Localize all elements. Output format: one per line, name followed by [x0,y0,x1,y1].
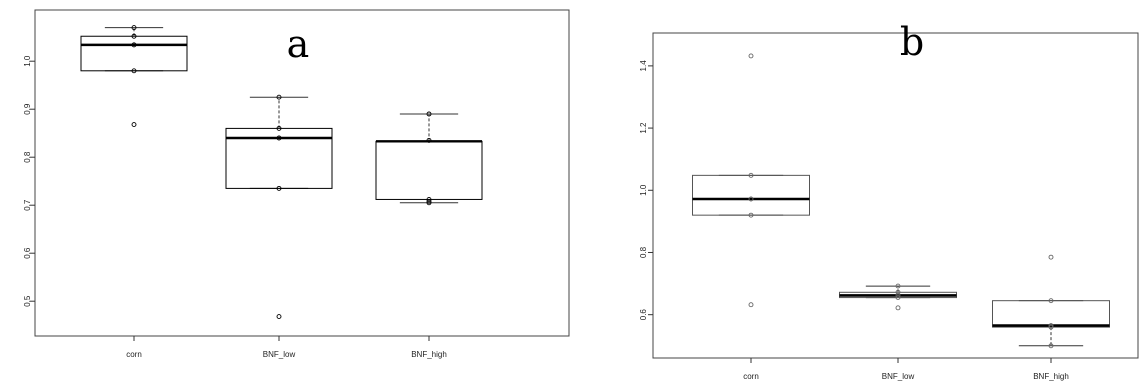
x-tick-label: corn [126,350,142,359]
data-point [748,302,754,308]
box-iqr [225,127,333,189]
y-tick-label: 1.0 [23,55,32,67]
y-tick-label: 1.2 [639,122,648,134]
chart-panel-b: b 0.6 0.8 1.0 1.2 1.4 corn BNF_low BNF_high [639,20,1139,381]
data-point [131,122,137,128]
data-point [276,125,282,131]
y-tick-label: 0.7 [23,199,32,211]
x-tick-label: BNF_high [1033,372,1069,381]
data-point [1048,323,1054,329]
plot-frame [652,32,1139,359]
y-tick-label: 0.8 [639,246,648,258]
data-point [1048,298,1054,304]
data-point [276,135,282,141]
data-point [895,295,901,301]
plot-frame [34,9,570,337]
box-BNF_high [992,254,1110,349]
data-point [131,68,137,74]
data-point [748,196,754,202]
box-BNF_high [375,111,483,206]
data-point [426,198,432,204]
data-point [276,314,282,320]
data-point [1048,343,1054,349]
y-tick-label: 0.8 [23,151,32,163]
box-BNF_low [225,94,333,320]
y-tick-label: 0.5 [23,295,32,307]
y-tick-label: 0.6 [639,309,648,321]
data-point [895,289,901,295]
data-point [895,283,901,289]
data-point [426,111,432,117]
x-tick-label: BNF_low [263,350,296,359]
y-tick-label: 1.0 [639,184,648,196]
data-point [895,292,901,298]
data-point [131,33,137,39]
y-tick-label: 1.4 [639,60,648,72]
data-point [131,25,137,31]
data-point [748,53,754,59]
data-point [426,137,432,143]
box-BNF_low [839,283,957,311]
panel-label: b [900,20,924,64]
box-corn [80,25,188,128]
panel-label: a [287,22,310,66]
x-tick-label: BNF_low [882,372,915,381]
data-point [276,185,282,191]
data-point [426,200,432,206]
data-point [276,94,282,100]
x-tick-label: BNF_high [411,350,447,359]
data-point [895,305,901,311]
data-point [748,172,754,178]
x-tick-label: corn [743,372,759,381]
data-point [1048,254,1054,260]
box-iqr [80,35,188,72]
y-tick-label: 0.6 [23,247,32,259]
data-point [748,212,754,218]
data-point [131,42,137,48]
chart-panel-a: a 0.5 0.6 0.7 0.8 0.9 1.0 corn BNF_low BNF_high [23,9,570,359]
data-point [426,196,432,202]
y-tick-label: 0.9 [23,103,32,115]
data-point [1048,324,1054,330]
box-corn [692,53,810,308]
box-iqr [692,174,810,216]
box-iqr [375,140,483,200]
